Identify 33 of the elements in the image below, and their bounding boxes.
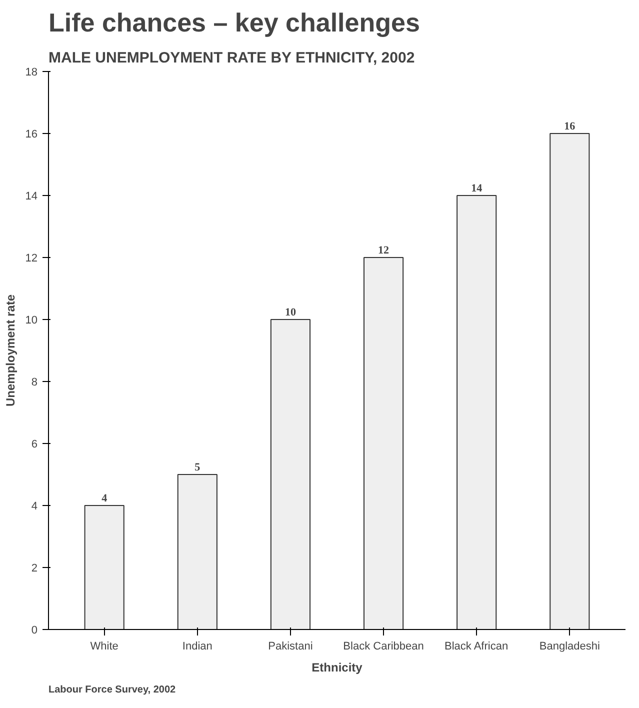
text: Labour Force Survey, 2002 <box>48 684 176 696</box>
y-tick-label: 0 <box>31 624 38 636</box>
bar <box>270 319 311 630</box>
bar <box>550 133 590 630</box>
bar <box>363 257 404 630</box>
chart-title: Life chances – key challenges <box>48 8 420 38</box>
y-tick-label: 18 <box>25 66 38 78</box>
x-axis-title: Ethnicity <box>312 660 363 674</box>
x-tick-label: White <box>90 640 118 652</box>
data-label: 10 <box>284 306 296 318</box>
data-label: 4 <box>102 492 108 504</box>
chart-subtitle: MALE UNEMPLOYMENT RATE BY ETHNICITY, 2002 <box>48 50 415 66</box>
y-axis-title: Unemployment rate <box>3 294 18 407</box>
bar <box>456 195 497 630</box>
data-label: 5 <box>194 462 201 474</box>
y-tick-label: 14 <box>25 190 38 202</box>
x-tick-label: Indian <box>182 640 212 652</box>
x-tick-label: Black African <box>444 640 508 652</box>
y-tick-label: 16 <box>25 128 38 140</box>
y-tick-label: 6 <box>31 438 38 450</box>
y-tick-label: 4 <box>31 500 38 512</box>
y-tick-label: 12 <box>25 252 38 264</box>
x-tick-label: Pakistani <box>268 640 313 652</box>
y-tick-label: 2 <box>31 562 38 574</box>
y-tick-label: 8 <box>31 376 38 388</box>
bar <box>177 474 218 630</box>
y-tick-label: 10 <box>25 314 38 326</box>
bar <box>84 505 124 630</box>
x-tick-label: Black Caribbean <box>343 640 424 652</box>
x-tick-label: Bangladeshi <box>539 640 600 652</box>
data-label: 12 <box>378 244 390 256</box>
data-label: 16 <box>564 120 576 132</box>
data-label: 14 <box>471 182 483 194</box>
